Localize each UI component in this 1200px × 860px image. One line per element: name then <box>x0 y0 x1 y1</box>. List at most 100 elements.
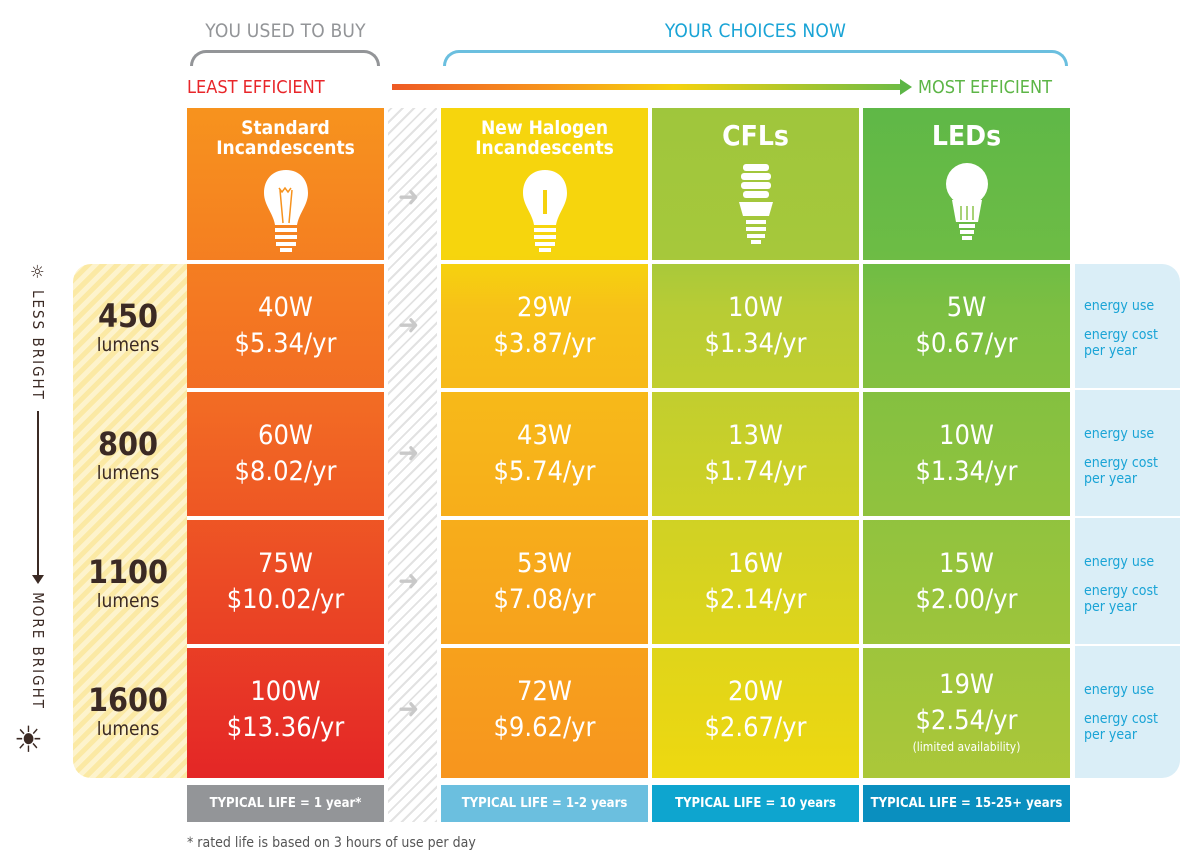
arrow-right-icon: ➜ <box>398 692 420 725</box>
energy-use-value: 53W <box>517 548 572 579</box>
lumens-value: 1600 <box>87 681 169 719</box>
energy-cost-value: $1.34/yr <box>915 456 1018 487</box>
column-title: Standard <box>241 117 330 139</box>
arrow-right-icon: ➜ <box>398 436 420 469</box>
data-cell: 43W $5.74/yr <box>441 392 648 518</box>
lumens-value: 1100 <box>87 553 169 591</box>
energy-use-label: energy use <box>1084 426 1155 442</box>
energy-cost-label: energy cost <box>1084 583 1158 599</box>
typical-life-badge: TYPICAL LIFE = 15-25+ years <box>863 785 1070 822</box>
led-bulb-icon <box>942 160 992 250</box>
per-year-label: per year <box>1084 343 1138 359</box>
sun-small-icon: ☼ <box>30 262 45 283</box>
data-cell: 15W $2.00/yr <box>863 520 1070 646</box>
energy-cost-value: $2.14/yr <box>704 584 807 615</box>
data-cell: 60W $8.02/yr <box>187 392 384 518</box>
column-subtitle: Incandescents <box>475 137 614 159</box>
energy-use-value: 40W <box>258 292 313 323</box>
data-cell: 29W $3.87/yr <box>441 264 648 390</box>
sun-large-icon: ☀ <box>14 720 44 761</box>
energy-use-value: 10W <box>728 292 783 323</box>
energy-cost-value: $5.74/yr <box>493 456 596 487</box>
column-title: LEDs <box>931 119 1002 152</box>
energy-use-value: 15W <box>939 548 994 579</box>
column-2: CFLs 10W $1.34/yr 13W $1.74/yr 16W $2.14… <box>652 108 859 778</box>
brightness-axis: LESS BRIGHT MORE BRIGHT <box>20 290 56 710</box>
lumens-unit: lumens <box>96 462 160 484</box>
row-labels-bg <box>1075 264 1180 778</box>
energy-cost-value: $7.08/yr <box>493 584 596 615</box>
choices-now-brace <box>443 50 1068 66</box>
energy-use-label: energy use <box>1084 682 1155 698</box>
energy-use-value: 29W <box>517 292 572 323</box>
energy-cost-value: $5.34/yr <box>234 328 337 359</box>
arrow-right-icon: ➜ <box>398 180 420 213</box>
energy-use-value: 100W <box>250 676 321 707</box>
energy-cost-value: $10.02/yr <box>226 584 345 615</box>
typical-life-badge: TYPICAL LIFE = 10 years <box>652 785 859 822</box>
column-subtitle: Incandescents <box>216 137 355 159</box>
per-year-label: per year <box>1084 727 1138 743</box>
transition-hatch <box>388 108 437 822</box>
energy-cost-value: $9.62/yr <box>493 712 596 743</box>
halogen-bulb-icon <box>520 168 570 258</box>
energy-use-value: 60W <box>258 420 313 451</box>
used-to-buy-brace <box>190 50 380 66</box>
energy-use-value: 5W <box>946 292 987 323</box>
column-header: New Halogen Incandescents <box>441 108 648 260</box>
energy-cost-value: $8.02/yr <box>234 456 337 487</box>
column-1: New Halogen Incandescents 29W $3.87/yr 4… <box>441 108 648 778</box>
your-choices-now-label: YOUR CHOICES NOW <box>664 20 847 42</box>
data-cell: 13W $1.74/yr <box>652 392 859 518</box>
energy-cost-value: $0.67/yr <box>915 328 1018 359</box>
data-cell: 10W $1.34/yr <box>863 392 1070 518</box>
energy-use-value: 20W <box>728 676 783 707</box>
you-used-to-buy-label: YOU USED TO BUY <box>205 20 366 42</box>
column-title: New Halogen <box>480 117 609 139</box>
column-0: Standard Incandescents 40W $5.34/yr 60W … <box>187 108 384 778</box>
lumens-label: 1600 lumens <box>73 648 183 774</box>
lumens-label: 800 lumens <box>73 392 183 518</box>
least-efficient-label: LEAST EFFICIENT <box>187 77 325 98</box>
energy-use-label: energy use <box>1084 298 1155 314</box>
energy-use-value: 72W <box>517 676 572 707</box>
energy-cost-value: $13.36/yr <box>226 712 345 743</box>
energy-use-value: 16W <box>728 548 783 579</box>
per-year-label: per year <box>1084 599 1138 615</box>
column-header: Standard Incandescents <box>187 108 384 260</box>
efficiency-arrow-head-icon <box>900 79 912 95</box>
lumens-label: 1100 lumens <box>73 520 183 646</box>
energy-cost-value: $2.00/yr <box>915 584 1018 615</box>
data-cell: 75W $10.02/yr <box>187 520 384 646</box>
energy-cost-value: $2.67/yr <box>704 712 807 743</box>
data-cell: 10W $1.34/yr <box>652 264 859 390</box>
energy-cost-value: $3.87/yr <box>493 328 596 359</box>
energy-use-value: 19W <box>939 669 994 700</box>
brightness-arrow <box>32 410 44 585</box>
data-cell: 40W $5.34/yr <box>187 264 384 390</box>
lumens-column-bg <box>73 264 187 778</box>
arrow-right-icon: ➜ <box>398 564 420 597</box>
data-cell: 100W $13.36/yr <box>187 648 384 774</box>
lumens-label: 450 lumens <box>73 264 183 390</box>
lumens-value: 800 <box>97 425 159 463</box>
more-bright-label: MORE BRIGHT <box>29 592 47 710</box>
most-efficient-label: MOST EFFICIENT <box>918 77 1052 98</box>
per-year-label: per year <box>1084 471 1138 487</box>
less-bright-label: LESS BRIGHT <box>29 290 47 401</box>
energy-cost-value: $1.34/yr <box>704 328 807 359</box>
data-cell: 19W $2.54/yr (limited availability) <box>863 648 1070 774</box>
column-header: LEDs <box>863 108 1070 260</box>
arrow-right-icon: ➜ <box>398 308 420 341</box>
energy-use-value: 10W <box>939 420 994 451</box>
lumens-unit: lumens <box>96 590 160 612</box>
energy-use-value: 13W <box>728 420 783 451</box>
lumens-value: 450 <box>97 297 159 335</box>
energy-use-value: 75W <box>258 548 313 579</box>
column-header: CFLs <box>652 108 859 260</box>
incandescent-bulb-icon <box>261 168 311 258</box>
footnote: * rated life is based on 3 hours of use … <box>187 835 476 851</box>
cfl-bulb-icon <box>731 160 781 250</box>
energy-use-value: 43W <box>517 420 572 451</box>
typical-life-badge: TYPICAL LIFE = 1 year* <box>187 785 384 822</box>
